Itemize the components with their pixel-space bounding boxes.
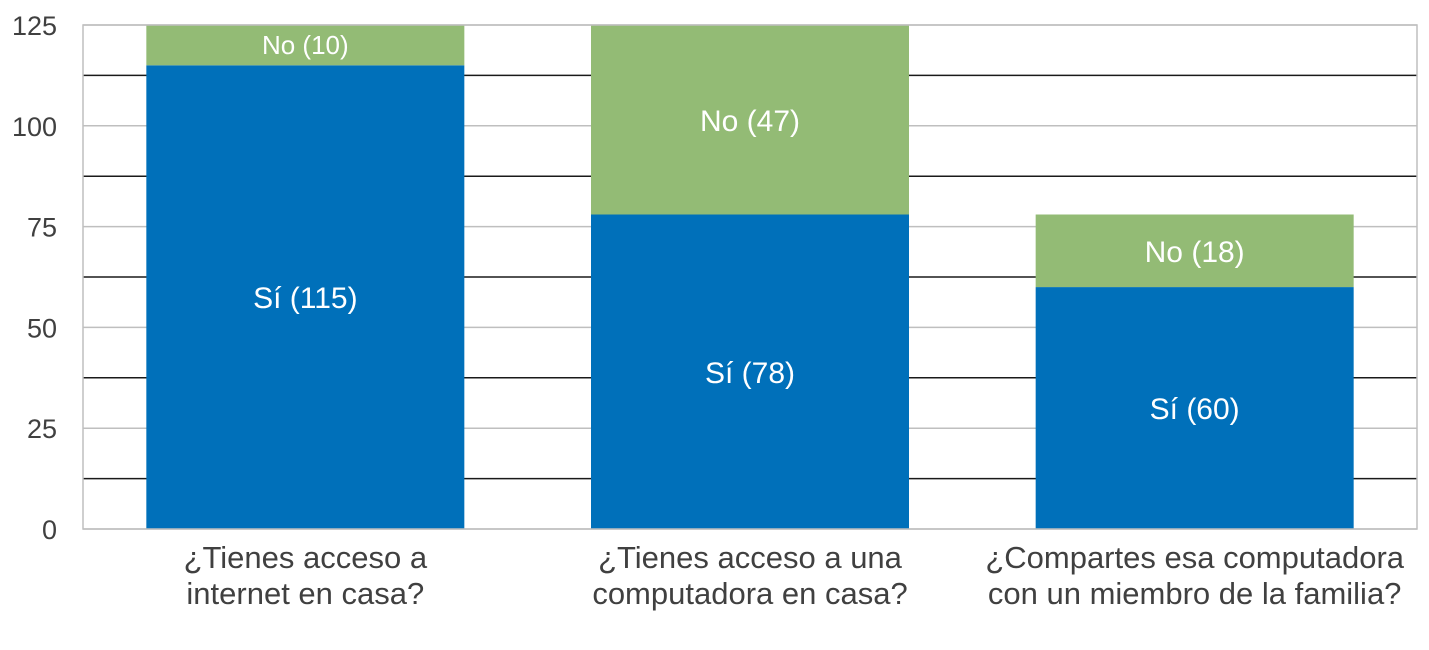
y-tick-label: 125: [12, 11, 57, 41]
y-tick-label: 50: [27, 313, 57, 343]
data-label-no: No (18): [1145, 236, 1245, 269]
y-tick-label: 100: [12, 112, 57, 142]
category-label: ¿Tienes acceso a una: [598, 540, 903, 575]
category-label: con un miembro de la familia?: [988, 576, 1402, 611]
bar-segment-si: [591, 214, 909, 529]
y-tick-label: 75: [27, 213, 57, 243]
bar-segment-si: [1035, 287, 1354, 529]
data-label-si: Sí (115): [253, 282, 358, 315]
category-label: ¿Tienes acceso a: [184, 540, 428, 575]
bar-segment-no: [591, 25, 909, 215]
data-label-si: Sí (78): [705, 357, 795, 390]
bars: [146, 25, 1354, 529]
bar-segment-no: [146, 25, 465, 66]
category-label: computadora en casa?: [592, 576, 907, 611]
y-axis: 0 25 50 75 100 125: [12, 11, 57, 545]
y-tick-label: 0: [42, 515, 57, 545]
bar-labels: Sí (115) No (10) Sí (78) No (47) Sí (60) No (…: [253, 30, 1245, 426]
data-label-si: Sí (60): [1150, 393, 1240, 426]
data-label-no: No (10): [262, 30, 349, 60]
bar-segment-si: [146, 65, 465, 529]
plot-frame: [82, 24, 1418, 530]
category-label: ¿Compartes esa computadora: [985, 540, 1404, 575]
bar-segment-no: [1035, 214, 1354, 288]
data-label-no: No (47): [700, 105, 800, 138]
category-label: internet en casa?: [186, 576, 424, 611]
y-tick-label: 25: [27, 414, 57, 444]
